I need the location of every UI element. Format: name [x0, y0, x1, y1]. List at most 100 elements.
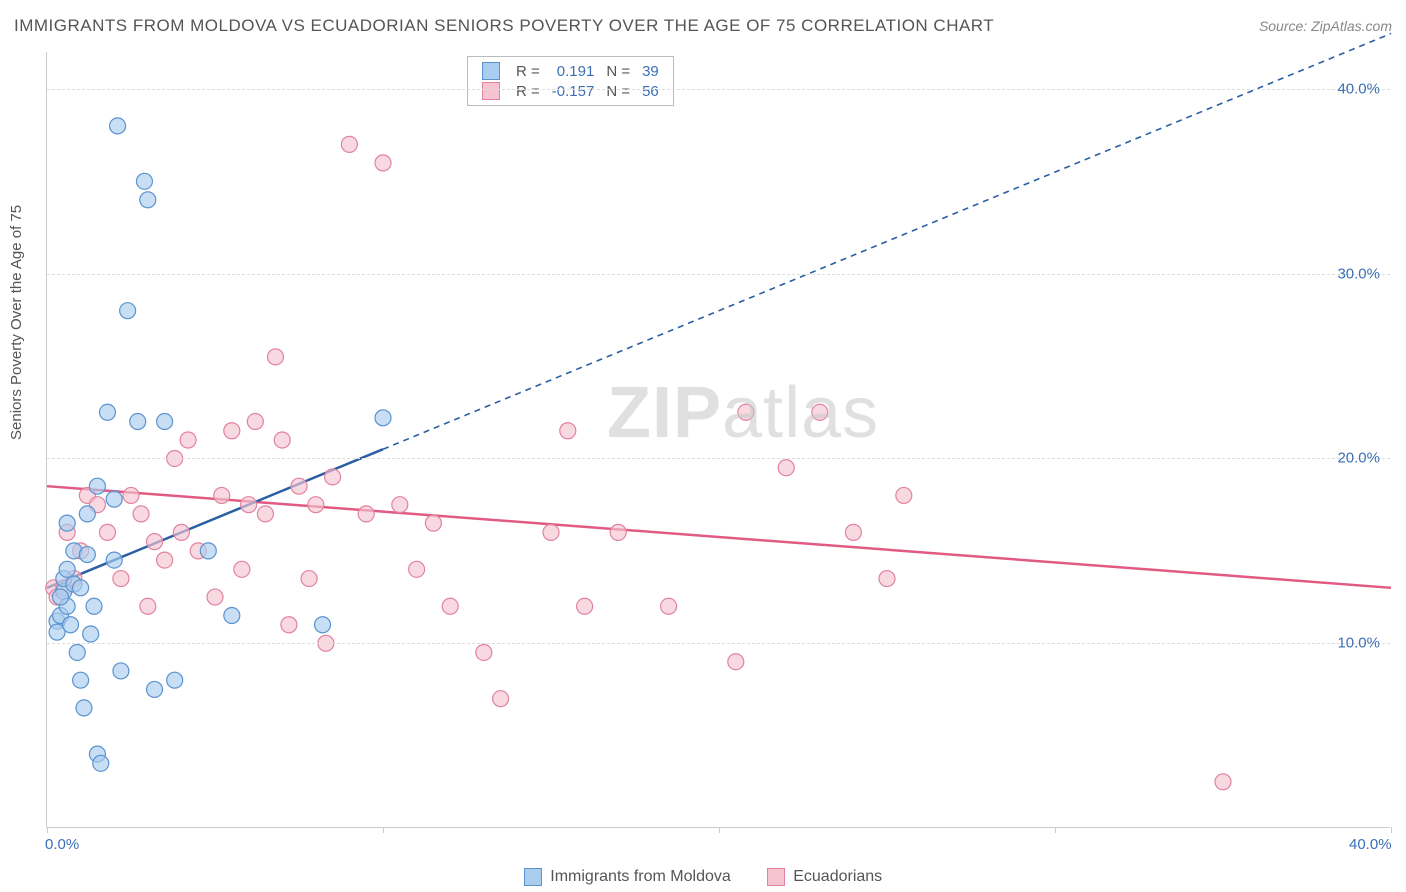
point-ecuadorians — [113, 571, 129, 587]
y-tick-label: 20.0% — [1337, 450, 1380, 467]
point-moldova — [110, 118, 126, 134]
legend-item: Ecuadorians — [767, 868, 882, 886]
point-ecuadorians — [392, 497, 408, 513]
point-ecuadorians — [879, 571, 895, 587]
point-moldova — [167, 672, 183, 688]
point-ecuadorians — [123, 487, 139, 503]
x-tick — [1055, 827, 1056, 833]
point-ecuadorians — [610, 524, 626, 540]
point-ecuadorians — [358, 506, 374, 522]
legend-swatch — [767, 868, 785, 886]
point-ecuadorians — [442, 598, 458, 614]
legend-item: Immigrants from Moldova — [524, 868, 731, 886]
point-moldova — [147, 681, 163, 697]
point-moldova — [130, 414, 146, 430]
point-ecuadorians — [173, 524, 189, 540]
legend-swatch — [482, 82, 500, 100]
point-moldova — [59, 515, 75, 531]
point-ecuadorians — [661, 598, 677, 614]
point-moldova — [86, 598, 102, 614]
point-ecuadorians — [224, 423, 240, 439]
point-ecuadorians — [301, 571, 317, 587]
gridline-h — [47, 458, 1390, 459]
point-ecuadorians — [207, 589, 223, 605]
point-moldova — [120, 303, 136, 319]
y-tick-label: 30.0% — [1337, 265, 1380, 282]
point-ecuadorians — [267, 349, 283, 365]
point-ecuadorians — [140, 598, 156, 614]
x-tick — [383, 827, 384, 833]
point-ecuadorians — [241, 497, 257, 513]
legend-swatch — [524, 868, 542, 886]
point-ecuadorians — [147, 534, 163, 550]
point-moldova — [200, 543, 216, 559]
legend-r-label: R = — [510, 81, 546, 101]
point-ecuadorians — [291, 478, 307, 494]
gridline-h — [47, 274, 1390, 275]
point-moldova — [76, 700, 92, 716]
legend-label: Immigrants from Moldova — [550, 868, 731, 885]
point-ecuadorians — [375, 155, 391, 171]
point-ecuadorians — [234, 561, 250, 577]
point-moldova — [315, 617, 331, 633]
point-ecuadorians — [157, 552, 173, 568]
chart-title: IMMIGRANTS FROM MOLDOVA VS ECUADORIAN SE… — [14, 16, 994, 36]
point-moldova — [79, 506, 95, 522]
point-ecuadorians — [180, 432, 196, 448]
legend-n-value: 39 — [636, 61, 665, 81]
point-ecuadorians — [247, 414, 263, 430]
point-moldova — [93, 755, 109, 771]
y-tick-label: 10.0% — [1337, 635, 1380, 652]
x-tick — [719, 827, 720, 833]
point-moldova — [136, 173, 152, 189]
point-moldova — [140, 192, 156, 208]
chart-svg — [47, 52, 1390, 827]
correlation-table: R =0.191N =39R =-0.157N =56 — [476, 61, 665, 101]
point-ecuadorians — [325, 469, 341, 485]
y-tick-label: 40.0% — [1337, 80, 1380, 97]
point-ecuadorians — [308, 497, 324, 513]
y-axis-label: Seniors Poverty Over the Age of 75 — [8, 205, 25, 440]
point-moldova — [224, 608, 240, 624]
point-ecuadorians — [476, 644, 492, 660]
point-moldova — [52, 589, 68, 605]
point-moldova — [73, 672, 89, 688]
point-moldova — [63, 617, 79, 633]
x-tick-label: 40.0% — [1349, 836, 1392, 853]
point-ecuadorians — [214, 487, 230, 503]
legend-r-label: R = — [510, 61, 546, 81]
point-ecuadorians — [281, 617, 297, 633]
point-moldova — [73, 580, 89, 596]
plot-area: ZIPatlas R =0.191N =39R =-0.157N =56 10.… — [46, 52, 1390, 828]
point-ecuadorians — [1215, 774, 1231, 790]
point-moldova — [106, 552, 122, 568]
point-ecuadorians — [560, 423, 576, 439]
point-ecuadorians — [778, 460, 794, 476]
legend-row: R =-0.157N =56 — [476, 81, 665, 101]
series-legend: Immigrants from Moldova Ecuadorians — [0, 868, 1406, 886]
point-ecuadorians — [99, 524, 115, 540]
x-tick-label: 0.0% — [45, 836, 79, 853]
point-moldova — [69, 644, 85, 660]
point-ecuadorians — [896, 487, 912, 503]
legend-label: Ecuadorians — [793, 868, 882, 885]
point-moldova — [375, 410, 391, 426]
point-moldova — [99, 404, 115, 420]
point-ecuadorians — [133, 506, 149, 522]
point-ecuadorians — [409, 561, 425, 577]
x-tick — [47, 827, 48, 833]
point-moldova — [79, 547, 95, 563]
point-ecuadorians — [728, 654, 744, 670]
point-ecuadorians — [812, 404, 828, 420]
legend-n-value: 56 — [636, 81, 665, 101]
gridline-h — [47, 643, 1390, 644]
legend-row: R =0.191N =39 — [476, 61, 665, 81]
x-tick — [1391, 827, 1392, 833]
legend-swatch — [482, 62, 500, 80]
point-ecuadorians — [274, 432, 290, 448]
gridline-h — [47, 89, 1390, 90]
point-moldova — [83, 626, 99, 642]
point-ecuadorians — [577, 598, 593, 614]
legend-n-label: N = — [600, 81, 636, 101]
point-moldova — [113, 663, 129, 679]
